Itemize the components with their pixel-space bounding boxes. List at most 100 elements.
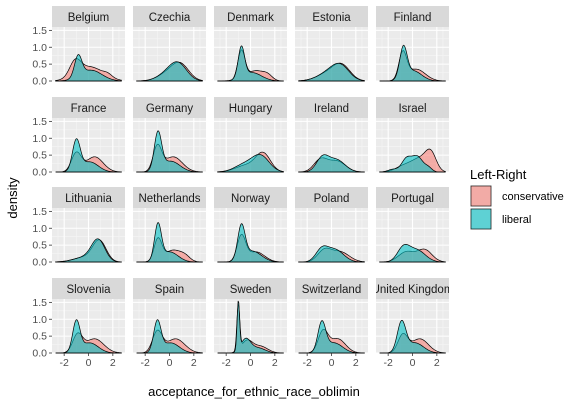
x-tick-label: -2 [140,357,149,369]
x-tick-label: -2 [383,357,392,369]
facet-strip [376,6,449,27]
facet-panel: Germany [133,97,206,173]
y-tick-label: 1.0 [32,314,47,326]
y-tick-label: 0.0 [32,76,47,88]
density-area-liberal [136,319,203,354]
facet-strip-label: Norway [231,193,270,205]
legend-title: Left-Right [470,167,527,182]
facet-strip-label: Finland [394,12,432,24]
facet-panel: Belgium 0.0 0.5 1.0 1.5 [32,6,125,88]
density-area-liberal [298,154,365,173]
density-area-liberal [379,44,446,82]
facet-strip-label: Germany [146,103,194,115]
facet-strip-label: Hungary [229,103,273,115]
facet-strip [214,6,287,27]
facet-panel: Czechia [133,6,206,82]
y-tick-label: 0.5 [32,331,47,343]
facet-panel: Estonia [295,6,368,82]
facet-panel: Poland [295,187,368,263]
facet-strip [133,278,206,299]
facet-strip [133,6,206,27]
facet-strip-label: Belgium [68,12,110,24]
facet-panel: Slovenia 0.0 0.5 1.0 1.5 -2 0 2 [32,278,125,369]
density-area-liberal [379,319,446,354]
x-tick-label: 0 [248,357,254,369]
facet-strip [295,97,368,118]
facet-panel: Hungary [214,97,287,173]
facet-panel: Ireland [295,97,368,173]
facet-panel: Sweden -2 0 2 [214,278,287,369]
density-area-liberal [55,319,122,354]
density-area-liberal [298,62,365,82]
facet-strip [52,278,125,299]
density-area-liberal [379,244,446,263]
x-tick-label: 0 [167,357,173,369]
x-tick-label: 2 [353,357,359,369]
facet-strip-label: Portugal [391,193,434,205]
facet-strip [52,6,125,27]
y-tick-label: 1.5 [32,25,47,37]
y-tick-label: 1.0 [32,42,47,54]
facet-panel: Finland [376,6,449,82]
facet-panel: Denmark [214,6,287,82]
facet-strip [52,187,125,208]
y-tick-label: 0.0 [32,348,47,360]
density-area-liberal [55,238,122,263]
facet-panels: Belgium 0.0 0.5 1.0 1.5 Czechia Denmark Estonia… [32,6,454,369]
y-tick-label: 0.5 [32,59,47,71]
facet-strip [133,97,206,118]
x-tick-label: 2 [272,357,278,369]
facet-strip-label: Spain [155,284,184,296]
y-tick-label: 0.5 [32,150,47,162]
facet-strip [376,278,449,299]
facet-panel: United Kingdom -2 0 2 [372,278,454,369]
y-axis-title: density [5,177,20,219]
density-area-liberal [217,45,284,82]
y-tick-label: 1.5 [32,297,47,309]
x-tick-label: 2 [110,357,116,369]
facet-strip-label: Denmark [227,12,274,24]
facet-panel: Switzerland -2 0 2 [295,278,368,369]
x-tick-label: 0 [86,357,92,369]
facet-panel: Israel [376,97,449,173]
facet-strip [133,187,206,208]
facet-panel: Netherlands [133,187,206,263]
y-tick-label: 0.5 [32,240,47,252]
y-tick-label: 0.0 [32,257,47,269]
x-axis-title: acceptance_for_ethnic_race_oblimin [148,384,360,399]
legend-swatch-liberal [470,208,492,230]
density-area-liberal [55,54,122,82]
facet-panel: Portugal [376,187,449,263]
facet-strip-label: Switzerland [302,284,361,296]
facet-strip-label: Lithuania [65,193,112,205]
x-tick-label: -2 [302,357,311,369]
facet-strip [376,187,449,208]
density-area-liberal [298,245,365,263]
facet-strip-label: Ireland [314,103,349,115]
facet-strip-label: Czechia [149,12,191,24]
facet-strip [214,97,287,118]
facet-strip [376,97,449,118]
facet-strip-label: United Kingdom [372,284,454,296]
facet-strip [295,278,368,299]
density-area-liberal [298,320,365,354]
x-tick-label: -2 [221,357,230,369]
x-tick-label: -2 [59,357,68,369]
facet-strip-label: Slovenia [66,284,111,296]
facet-strip-label: Poland [314,193,350,205]
facet-panel: France 0.0 0.5 1.0 1.5 [32,97,125,179]
facet-strip-label: Sweden [230,284,272,296]
facet-strip [295,187,368,208]
facet-strip [214,187,287,208]
legend: Left-Right conservative liberal [470,167,564,230]
legend-label-liberal: liberal [502,214,531,226]
density-area-liberal [136,61,203,82]
density-area-liberal [217,300,284,354]
density-area-liberal [55,138,122,173]
density-area-liberal [217,223,284,263]
x-tick-label: 0 [329,357,335,369]
density-area-liberal [217,154,284,173]
x-tick-label: 0 [410,357,416,369]
x-tick-label: 2 [191,357,197,369]
